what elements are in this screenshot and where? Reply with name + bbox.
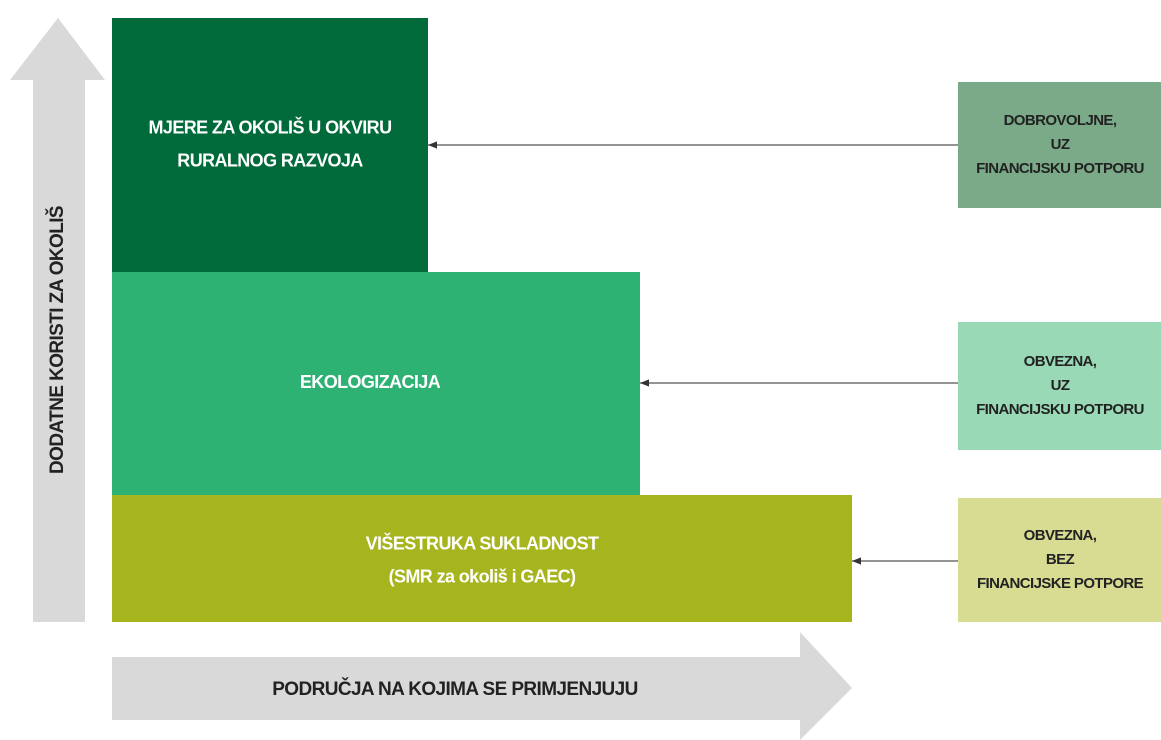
content: MJERE ZA OKOLIŠ U OKVIRU RURALNOG RAZVOJA… <box>112 18 1161 622</box>
block-label: VIŠESTRUKA SUKLADNOST <box>366 532 599 553</box>
condition-label: BEZ <box>1046 551 1075 568</box>
condition-label: UZ <box>1051 136 1070 153</box>
condition-label: FINANCIJSKU POTPORU <box>976 401 1144 418</box>
condition-box <box>958 322 1161 450</box>
block-label: (SMR za okoliš i GAEC) <box>389 566 576 586</box>
condition-label: UZ <box>1051 377 1070 394</box>
condition-label: FINANCIJSKU POTPORU <box>976 160 1144 177</box>
block <box>112 495 852 622</box>
block-label: EKOLOGIZACIJA <box>300 372 441 392</box>
block <box>112 18 428 272</box>
condition-label: FINANCIJSKE POTPORE <box>977 575 1144 592</box>
condition-label: OBVEZNA, <box>1024 527 1097 544</box>
block <box>112 272 640 495</box>
condition-label: OBVEZNA, <box>1024 353 1097 370</box>
condition-box <box>958 82 1161 208</box>
y-axis-arrow <box>10 18 105 622</box>
x-axis-arrow <box>112 632 852 740</box>
x-axis-label: PODRUČJA NA KOJIMA SE PRIMJENJUJU <box>272 678 638 700</box>
condition-box <box>958 498 1161 622</box>
y-axis-label: DODATNE KORISTI ZA OKOLIŠ <box>46 206 68 474</box>
block-label: MJERE ZA OKOLIŠ U OKVIRU <box>149 116 392 137</box>
condition-label: DOBROVOLJNE, <box>1004 112 1117 129</box>
block-label: RURALNOG RAZVOJA <box>177 150 363 170</box>
